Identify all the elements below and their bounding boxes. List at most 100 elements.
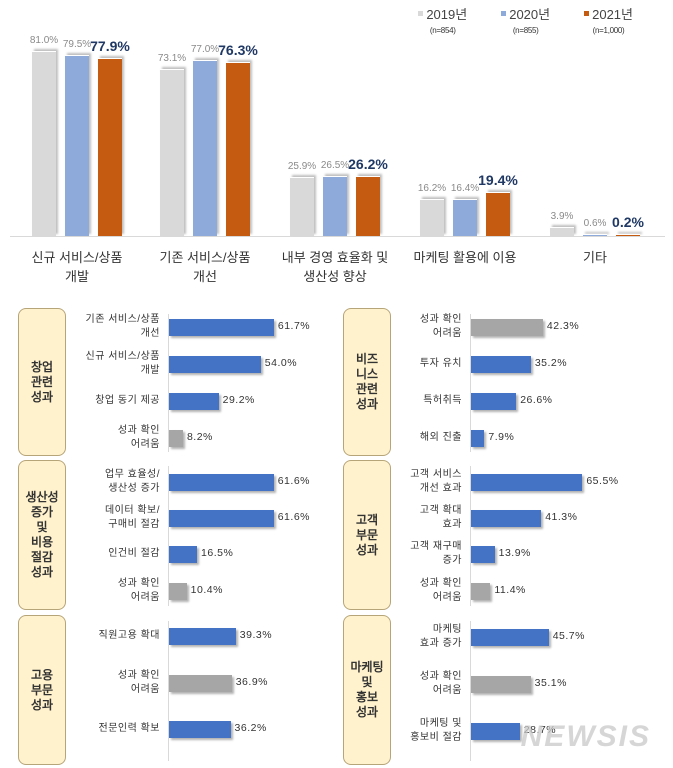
bar-2021년 [226,62,250,236]
tag-line: 절감 [25,550,58,565]
row-label-line: 개선 [86,327,160,341]
legend: 2019년(n=854)2020년(n=855)2021년(n=1,000) [418,4,633,35]
row-label-line: 고객 재구매 [410,540,462,554]
bar-2021년 [486,192,510,236]
yearly-comparison-chart: 2019년(n=854)2020년(n=855)2021년(n=1,000) 8… [0,0,673,300]
value-label: 35.1% [535,677,567,689]
row-label: 고객 서비스개선 효과 [410,468,462,496]
row-label: 인건비 절감 [108,547,160,561]
tag-line: 마케팅 [350,660,383,675]
row-label-line: 마케팅 및 [410,717,462,731]
bar-positive [471,723,520,740]
row-label: 고객 확대효과 [420,504,462,532]
row-label: 성과 확인어려움 [118,577,160,605]
tag-line: 증가 [25,505,58,520]
bar-positive [471,356,531,373]
row-label: 특허취득 [423,394,462,408]
category-line: 개발 [32,267,123,286]
value-label: 36.9% [236,676,268,688]
tag-line: 관련 [356,382,378,397]
tag-line: 부문 [356,528,378,543]
row-label-line: 성과 확인 [118,577,160,591]
row-label: 마케팅 및홍보비 절감 [410,717,462,745]
tag-line: 성과 [356,397,378,412]
legend-item: 2019년(n=854) [418,4,467,35]
tag-line: 창업 [31,360,53,375]
category-tag-text: 마케팅및홍보성과 [350,660,383,720]
bar-positive [169,356,261,373]
row-label: 성과 확인어려움 [118,424,160,452]
row-label-line: 개발 [86,364,160,378]
panel-employment: 고용부문성과직원고용 확대39.3%성과 확인어려움36.9%전문인력 확보36… [18,615,338,765]
legend-swatch-icon [418,11,423,16]
row-label: 성과 확인어려움 [420,313,462,341]
row-label-line: 개선 효과 [410,482,462,496]
data-label: 19.4% [478,172,518,188]
tag-line: 성과 [31,698,53,713]
category-line: 신규 서비스/상품 [32,248,123,267]
bar-positive [169,510,274,527]
legend-text: 2021년 [592,4,633,23]
value-label: 36.2% [235,722,267,734]
watermark: NEWSIS [521,720,651,754]
bar-positive [169,474,274,491]
bar-2020년 [323,176,347,236]
bar-positive [169,546,197,563]
row-label: 고객 재구매증가 [410,540,462,568]
legend-label: 2019년 [418,4,467,23]
bar-2019년 [32,51,56,236]
row-label-line: 효과 증가 [420,637,462,651]
row-label-line: 인건비 절감 [108,547,160,561]
value-label: 39.3% [240,629,272,641]
bar-uncertain [471,583,490,600]
x-axis [10,236,665,237]
category-tag-text: 고용부문성과 [31,668,53,713]
value-label: 29.2% [223,394,255,406]
bar-uncertain [471,319,543,336]
data-label: 79.5% [63,39,91,50]
row-label: 성과 확인어려움 [420,577,462,605]
category-label: 기존 서비스/상품개선 [160,248,251,286]
category-label: 기타 [583,248,607,267]
value-label: 45.7% [553,630,585,642]
bar-2019년 [290,177,314,236]
data-label: 26.5% [321,160,349,171]
legend-swatch-icon [584,11,589,16]
row-label-line: 전문인력 확보 [99,722,160,736]
row-label: 신규 서비스/상품개발 [86,350,160,378]
row-label-line: 성과 확인 [420,670,462,684]
row-label-line: 기존 서비스/상품 [86,313,160,327]
value-label: 61.7% [278,320,310,332]
data-label: 3.9% [551,211,574,222]
row-label-line: 성과 확인 [118,669,160,683]
bar-uncertain [471,676,531,693]
row-label-line: 성과 확인 [420,313,462,327]
value-label: 41.3% [545,511,577,523]
row-label-line: 창업 동기 제공 [95,394,160,408]
data-label: 77.9% [90,38,130,54]
tag-line: 성과 [31,390,53,405]
data-label: 26.2% [348,156,388,172]
data-label: 16.2% [418,183,446,194]
row-label-line: 성과 확인 [420,577,462,591]
value-label: 26.6% [520,394,552,406]
bar-positive [169,628,236,645]
bar-2020년 [453,199,477,236]
row-label-line: 어려움 [118,591,160,605]
category-tag-text: 창업관련성과 [31,360,53,405]
tag-line: 관련 [31,375,53,390]
category-line: 기타 [583,248,607,267]
bar-2019년 [420,199,444,236]
row-label-line: 데이터 확보/ [105,504,160,518]
category-tag-text: 생산성증가및비용절감성과 [25,490,58,580]
value-label: 11.4% [494,584,526,596]
bar-positive [471,474,582,491]
category-tag: 고객부문성과 [343,460,391,610]
legend-item: 2020년(n=855) [501,4,550,35]
category-line: 개선 [160,267,251,286]
row-label-line: 어려움 [420,684,462,698]
legend-label: 2021년 [584,4,633,23]
row-label: 창업 동기 제공 [95,394,160,408]
row-label-line: 어려움 [420,591,462,605]
row-label-line: 어려움 [118,438,160,452]
